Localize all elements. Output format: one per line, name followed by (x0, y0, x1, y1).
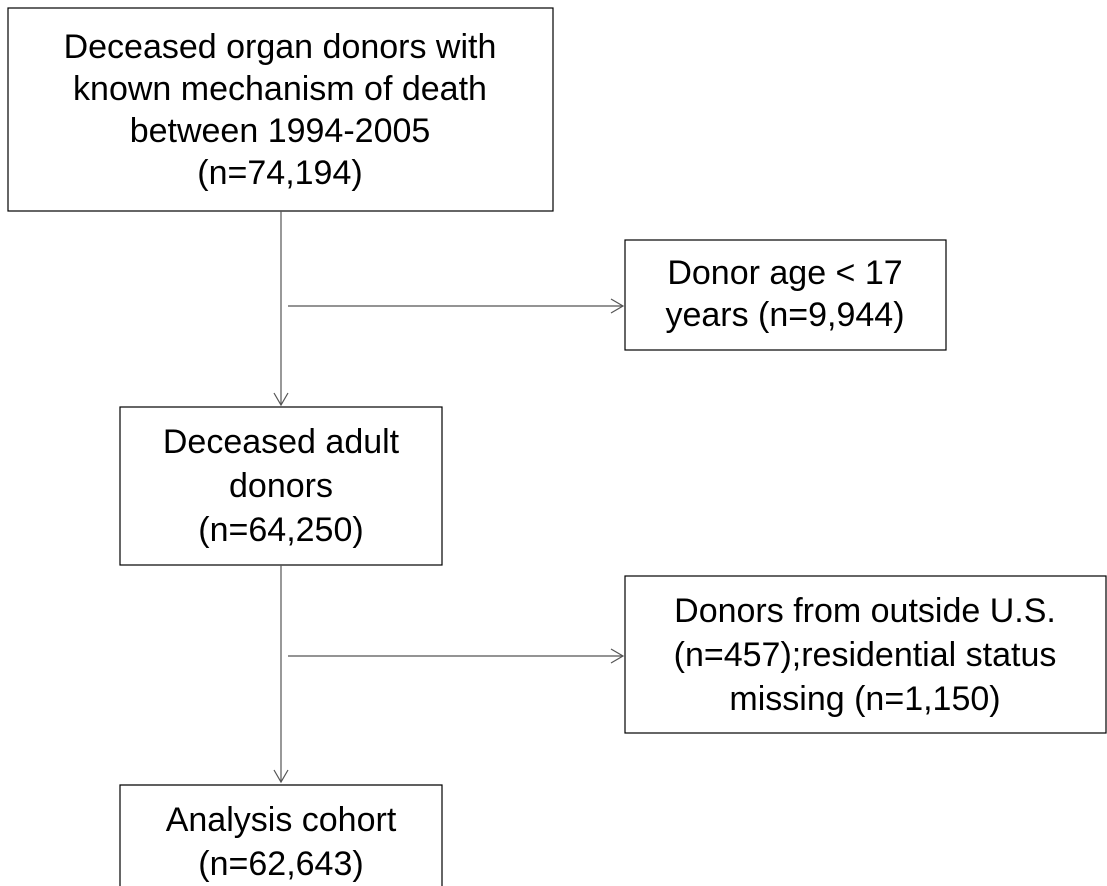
node-label: Donor age < 17 (667, 254, 902, 292)
node-label: (n=457);residential status (674, 636, 1057, 674)
box (119, 784, 443, 886)
node-label: (n=62,643) (198, 845, 363, 883)
arrowhead (610, 298, 625, 314)
node-label: between 1994-2005 (130, 112, 431, 150)
node-label: Analysis cohort (166, 801, 397, 839)
box (7, 7, 554, 212)
node-label: years (n=9,944) (665, 296, 904, 334)
arrowhead (273, 392, 289, 407)
node-label: known mechanism of death (73, 70, 487, 108)
arrowhead (610, 648, 625, 664)
node-label: (n=74,194) (197, 154, 362, 192)
node-label: Deceased organ donors with (64, 28, 497, 66)
node-label: donors (229, 467, 333, 505)
box (624, 575, 1107, 734)
box (119, 406, 443, 566)
node-label: Deceased adult (163, 423, 400, 461)
node-label: (n=64,250) (198, 511, 363, 549)
node-label: Donors from outside U.S. (674, 592, 1056, 630)
arrowhead (273, 769, 289, 784)
box (624, 239, 947, 351)
node-label: missing (n=1,150) (729, 680, 1000, 718)
